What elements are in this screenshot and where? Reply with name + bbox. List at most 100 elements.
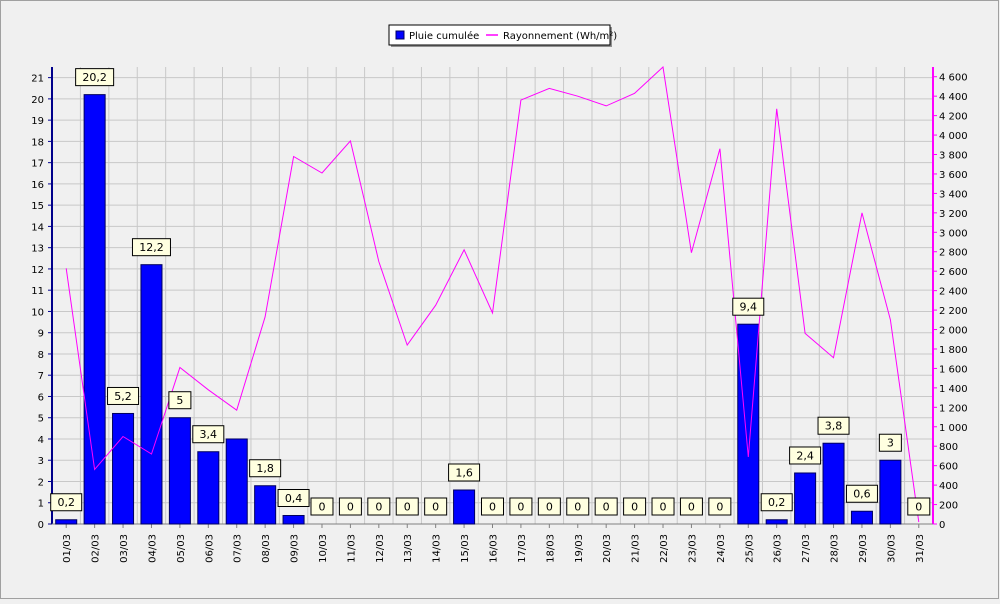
right-tick-label: 1 200 — [939, 403, 968, 414]
left-tick-label: 13 — [31, 244, 44, 255]
bar-value-label: 0 — [603, 501, 610, 514]
x-tick-label: 30/03 — [886, 534, 897, 563]
x-tick-label: 07/03 — [233, 534, 244, 563]
bar-value-label-box — [845, 484, 878, 503]
left-tick-label: 11 — [31, 286, 44, 297]
right-tick-label: 2 600 — [939, 267, 968, 278]
rain-bar — [112, 412, 135, 525]
bar-value-label: 0 — [432, 501, 439, 514]
left-tick-label: 16 — [31, 180, 44, 191]
bar-value-label: 1,8 — [256, 462, 274, 475]
bar-value-label-box — [131, 238, 171, 257]
bar-value-label: 3,4 — [200, 428, 218, 441]
x-tick-label: 19/03 — [574, 534, 585, 563]
bar-value-label-box — [878, 433, 902, 452]
x-tick-label: 28/03 — [830, 534, 841, 563]
bar-value-label: 12,2 — [139, 241, 164, 254]
bar-value-label-box — [448, 463, 481, 482]
x-tick-label: 06/03 — [204, 534, 215, 563]
x-tick-label: 03/03 — [119, 534, 130, 563]
bar-value-label-box — [192, 425, 225, 444]
left-tick-label: 5 — [38, 414, 44, 425]
rain-bar — [197, 451, 220, 525]
right-tick-label: 3 600 — [939, 170, 968, 181]
bar-value-label: 0,4 — [285, 492, 303, 505]
bar-value-label-box — [395, 497, 419, 516]
rain-bar — [140, 264, 163, 525]
bar-value-label-box — [249, 459, 282, 478]
right-tick-label: 4 200 — [939, 112, 968, 123]
x-tick-label: 26/03 — [773, 534, 784, 563]
left-tick-label: 19 — [31, 116, 44, 127]
x-tick-label: 22/03 — [659, 534, 670, 563]
right-tick-label: 0 — [939, 520, 945, 531]
right-tick-label: 3 400 — [939, 189, 968, 200]
bar-value-label: 0 — [574, 501, 581, 514]
x-tick-label: 11/03 — [346, 534, 357, 563]
left-tick-label: 4 — [38, 435, 44, 446]
bar-value-label-box — [75, 68, 115, 87]
bar-value-label: 0 — [375, 501, 382, 514]
rain-bar — [55, 519, 78, 525]
left-tick-label: 10 — [31, 307, 44, 318]
right-tick-label: 400 — [939, 481, 958, 492]
bar-value-label: 0 — [688, 501, 695, 514]
rain-bar — [794, 472, 817, 525]
left-tick-label: 6 — [38, 392, 44, 403]
bar-value-label-box — [277, 488, 310, 507]
right-tick-label: 1 600 — [939, 364, 968, 375]
bar-value-label: 2,4 — [796, 449, 814, 462]
x-tick-label: 21/03 — [631, 534, 642, 563]
bar-value-label-box — [623, 497, 647, 516]
right-tick-label: 3 800 — [939, 151, 968, 162]
bar-value-label-box — [907, 497, 931, 516]
x-tick-label: 16/03 — [489, 534, 500, 563]
bar-value-label-box — [817, 416, 850, 435]
bar-value-label: 0 — [347, 501, 354, 514]
left-tick-label: 2 — [38, 477, 44, 488]
bar-value-label: 0,2 — [768, 496, 786, 509]
bar-value-label: 0 — [489, 501, 496, 514]
bar-value-label-box — [566, 497, 590, 516]
rain-bar — [737, 323, 760, 525]
rain-bar — [879, 459, 902, 525]
radiation-line — [65, 65, 920, 523]
x-tick-label: 13/03 — [403, 534, 414, 563]
x-tick-label: 18/03 — [545, 534, 556, 563]
left-tick-label: 3 — [38, 456, 44, 467]
x-tick-label: 14/03 — [432, 534, 443, 563]
x-tick-label: 24/03 — [716, 534, 727, 563]
bar-value-label-box — [424, 497, 448, 516]
rain-bar — [254, 485, 277, 525]
bar-value-label-box — [760, 493, 793, 512]
bar-value-label-box — [789, 446, 822, 465]
x-tick-label: 04/03 — [147, 534, 158, 563]
bar-value-label: 0 — [716, 501, 723, 514]
bar-value-label: 20,2 — [82, 71, 107, 84]
x-tick-label: 29/03 — [858, 534, 869, 563]
left-tick-label: 9 — [38, 329, 44, 340]
x-tick-label: 01/03 — [62, 534, 73, 563]
legend-box — [388, 24, 611, 46]
left-tick-label: 21 — [31, 74, 44, 85]
bar-value-label: 3 — [887, 437, 894, 450]
left-tick-label: 17 — [31, 159, 44, 170]
bar-value-label: 3,8 — [825, 420, 843, 433]
left-tick-label: 8 — [38, 350, 44, 361]
x-tick-label: 27/03 — [801, 534, 812, 563]
bar-value-label-box — [367, 497, 391, 516]
right-tick-label: 4 600 — [939, 73, 968, 84]
right-tick-label: 200 — [939, 501, 958, 512]
plot-area — [52, 67, 933, 524]
x-tick-label: 12/03 — [375, 534, 386, 563]
left-tick-label: 14 — [31, 222, 44, 233]
rain-bar — [822, 442, 845, 525]
bar-value-label: 0 — [404, 501, 411, 514]
right-tick-label: 3 000 — [939, 228, 968, 239]
right-tick-label: 4 000 — [939, 131, 968, 142]
right-tick-label: 2 200 — [939, 306, 968, 317]
bar-value-label: 0 — [546, 501, 553, 514]
right-tick-label: 600 — [939, 462, 958, 473]
